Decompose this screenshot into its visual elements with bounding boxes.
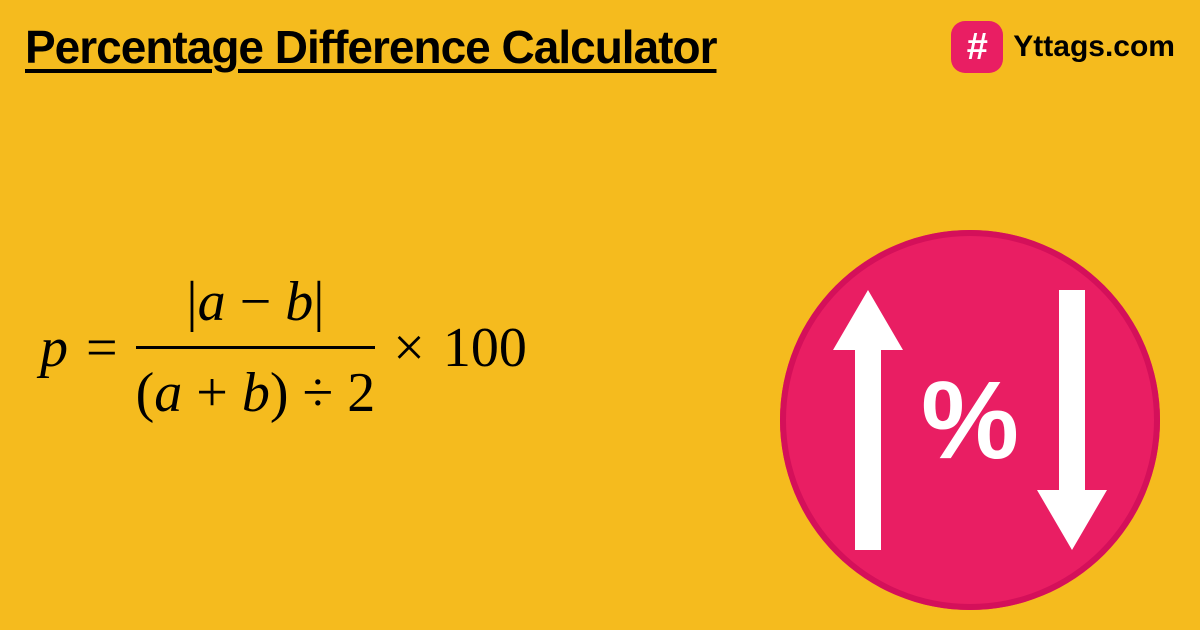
abs-open: |: [186, 271, 197, 333]
formula-hundred: 100: [443, 316, 527, 380]
arrow-down-icon: [1037, 290, 1107, 550]
paren-close: ): [270, 362, 289, 424]
formula-multiply: ×: [393, 316, 425, 380]
brand: # Yttags.com: [951, 21, 1175, 73]
page-root: Percentage Difference Calculator # Yttag…: [0, 0, 1200, 630]
abs-close: |: [313, 271, 324, 333]
divide: ÷: [289, 362, 348, 424]
formula: p = |a − b| (a + b) ÷ 2 × 100: [40, 270, 527, 425]
percent-symbol: %: [921, 357, 1019, 484]
minus: −: [226, 271, 286, 333]
page-title: Percentage Difference Calculator: [25, 20, 717, 74]
var-a: a: [198, 271, 226, 333]
plus: +: [182, 362, 242, 424]
two: 2: [347, 362, 375, 424]
header: Percentage Difference Calculator # Yttag…: [25, 20, 1175, 74]
percent-badge: %: [780, 230, 1160, 610]
formula-fraction: |a − b| (a + b) ÷ 2: [136, 270, 376, 425]
formula-numerator: |a − b|: [186, 270, 324, 346]
brand-logo-icon: #: [951, 21, 1003, 73]
formula-equals: =: [86, 316, 118, 380]
var-b2: b: [242, 362, 270, 424]
formula-denominator: (a + b) ÷ 2: [136, 349, 376, 425]
var-b: b: [285, 271, 313, 333]
brand-text: Yttags.com: [1013, 30, 1175, 64]
arrow-up-icon: [833, 290, 903, 550]
formula-variable-p: p: [40, 316, 68, 380]
paren-open: (: [136, 362, 155, 424]
var-a2: a: [154, 362, 182, 424]
